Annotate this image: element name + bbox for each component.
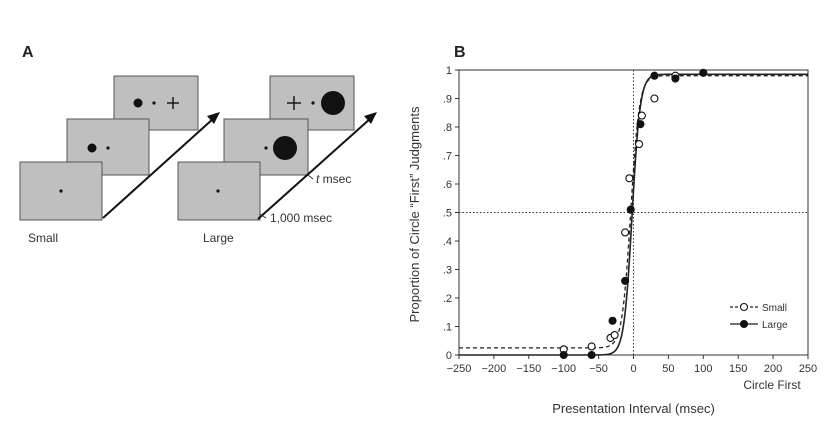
y-tick-label: .1 — [443, 322, 452, 334]
x-tick-label: −100 — [551, 363, 576, 375]
large-condition-label: Large — [203, 231, 234, 245]
x-tick-label: 50 — [662, 363, 674, 375]
data-point-large — [559, 350, 568, 360]
fixation-dot — [216, 189, 220, 193]
fixation-dot — [59, 189, 63, 193]
x-tick-label: 200 — [764, 363, 782, 375]
small-condition-label: Small — [28, 231, 58, 245]
legend-label-small: Small — [762, 303, 787, 314]
plus-icon — [167, 97, 179, 109]
y-tick-label: .2 — [443, 293, 452, 305]
small-sequence: Small — [19, 75, 220, 245]
x-tick-label: 0 — [630, 363, 636, 375]
small-circle-stimulus — [133, 98, 143, 108]
data-point-small — [610, 330, 619, 340]
fixation-dot — [152, 101, 156, 105]
data-point-large — [636, 120, 645, 129]
fixation-dot — [264, 146, 268, 150]
arrowhead-icon — [364, 112, 377, 124]
data-point-large — [626, 205, 635, 214]
x-tick-label: −150 — [516, 363, 541, 375]
data-point-small — [621, 228, 630, 237]
legend-marker-small — [739, 302, 749, 312]
t-msec-label: t msec — [316, 172, 351, 186]
data-point-small — [637, 111, 646, 120]
y-axis-title: Proportion of Circle “First” Judgments — [407, 106, 422, 323]
fixation-dot — [106, 146, 110, 150]
large-sequence: Large t msec 1,000 msec — [177, 75, 377, 245]
small-circle-stimulus — [87, 143, 97, 153]
data-point-large — [650, 71, 659, 80]
data-point-small — [635, 140, 644, 149]
x-tick-label: −50 — [589, 363, 608, 375]
t-msec-italic: t — [316, 172, 320, 186]
large-circle-stimulus — [273, 136, 297, 160]
y-tick-label: .9 — [443, 94, 452, 106]
y-tick-label: .3 — [443, 265, 452, 277]
duration-tick — [259, 213, 267, 219]
t-msec-rest: msec — [319, 172, 351, 186]
data-point-large — [608, 316, 617, 325]
fit-curve-small — [459, 75, 808, 349]
y-tick-label: .5 — [443, 208, 452, 220]
y-tick-label: 0 — [446, 350, 452, 362]
x-tick-label: −200 — [482, 363, 507, 375]
legend-marker-large — [739, 319, 749, 329]
panel-b-label: B — [454, 44, 466, 61]
data-points — [559, 68, 708, 360]
x-tick-label: 250 — [799, 363, 817, 375]
y-tick-label: .6 — [443, 179, 452, 191]
t-msec-tick — [307, 174, 314, 180]
data-point-small — [587, 342, 596, 351]
x-tick-label: 100 — [694, 363, 712, 375]
legend: Small Large — [730, 302, 788, 331]
fixation-dot — [311, 101, 315, 105]
plus-icon — [287, 96, 301, 110]
arrowhead-icon — [207, 112, 220, 124]
x-tick-label: 150 — [729, 363, 747, 375]
time-arrow-small — [102, 117, 215, 219]
y-tick-label: .7 — [443, 151, 452, 163]
psychometric-chart: −250 −200 −150 −100 −50 0 50 100 150 200 250 0 .1 .2.… — [407, 65, 817, 416]
legend-label-large: Large — [762, 320, 788, 331]
data-point-large — [699, 68, 708, 77]
y-tick-label: .4 — [443, 236, 452, 248]
y-tick-label: .8 — [443, 122, 452, 134]
data-point-large — [587, 350, 596, 360]
x-axis-secondary-label: Circle First — [743, 378, 801, 392]
fit-curve-large — [459, 73, 808, 356]
panel-a-label: A — [22, 44, 34, 61]
fit-curves — [459, 73, 808, 356]
x-tick-label: −250 — [447, 363, 472, 375]
large-circle-stimulus — [321, 91, 345, 115]
axis-ticks: −250 −200 −150 −100 −50 0 50 100 150 200 250 0 .1 .2.… — [443, 65, 817, 375]
time-arrow-large — [257, 117, 372, 220]
data-point-large — [621, 276, 630, 285]
data-point-small — [625, 174, 634, 183]
x-axis-title: Presentation Interval (msec) — [552, 401, 715, 416]
y-tick-label: 1 — [446, 65, 452, 77]
data-point-small — [650, 94, 659, 103]
data-point-large — [671, 74, 680, 83]
duration-label: 1,000 msec — [270, 211, 332, 225]
reference-lines — [459, 70, 808, 355]
